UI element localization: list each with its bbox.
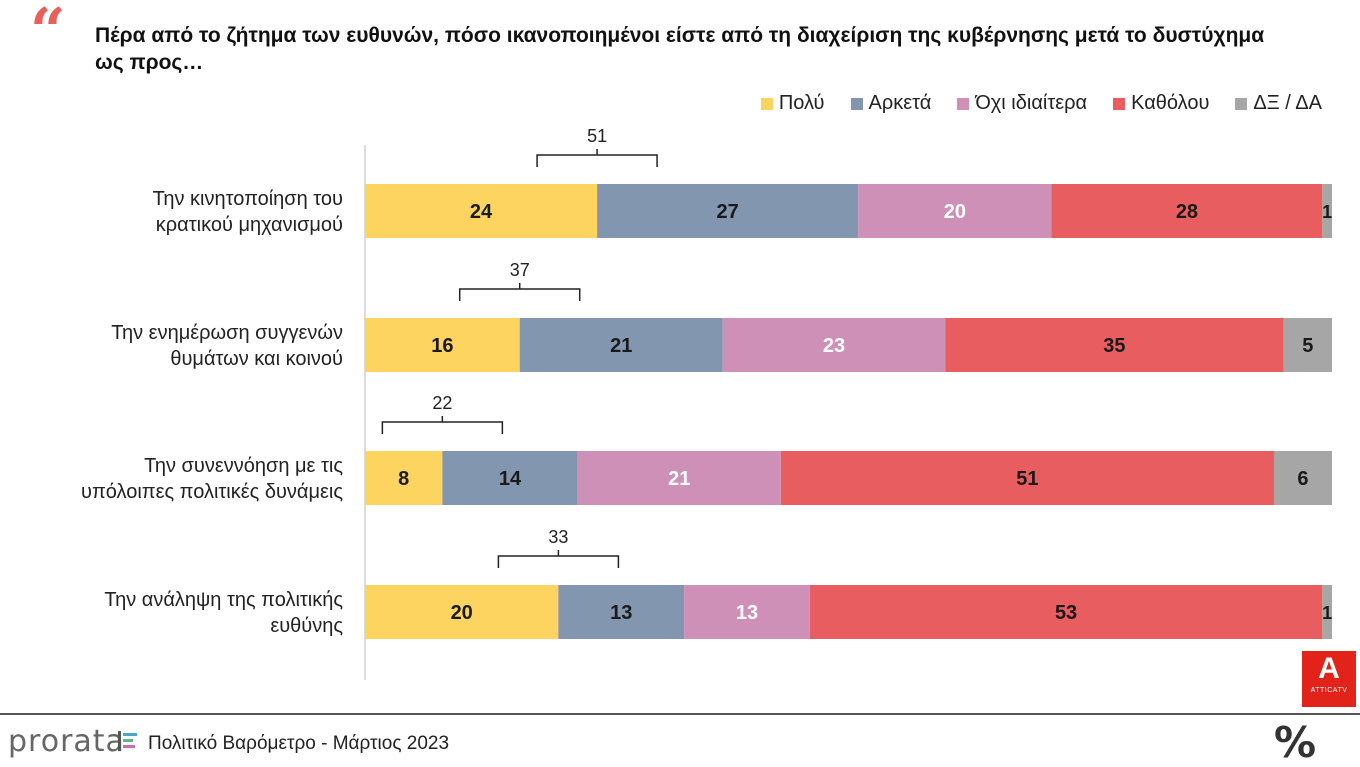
bar-segment (780, 451, 1274, 505)
data-label: 20 (451, 602, 473, 624)
bar-segment (365, 451, 443, 505)
tv-logo-letter: A (1318, 652, 1340, 685)
bar-segment (442, 451, 578, 505)
data-label: 20 (944, 201, 966, 223)
data-label: 1 (1322, 603, 1332, 623)
category-label: Την ενημέρωση συγγενών θυμάτων και κοινού (111, 322, 343, 370)
bar-segment (1283, 318, 1332, 372)
legend-label: Πολύ (778, 92, 825, 114)
bar-segment (577, 451, 781, 505)
legend-label: Όχι ιδιαίτερα (975, 92, 1088, 114)
bar-segment (365, 184, 598, 238)
bar-segment (858, 184, 1052, 238)
data-label: 13 (736, 602, 758, 624)
footer-divider (0, 713, 1360, 715)
category-label-line: Την ενημέρωση συγγενών (111, 322, 343, 344)
legend-swatch (957, 97, 970, 110)
legend-swatch (1235, 97, 1248, 110)
data-label: 53 (1055, 602, 1077, 624)
category-label-line: Την ανάληψη της πολιτικής (104, 589, 343, 611)
bracket-total: 51 (587, 126, 607, 146)
category-label-line: υπόλοιπες πολιτικές δυνάμεις (81, 481, 343, 503)
bar-segment (1322, 585, 1332, 639)
bracket-total: 22 (432, 393, 452, 413)
data-label: 13 (610, 602, 632, 624)
bar-segment (1273, 451, 1332, 505)
data-label: 21 (610, 335, 632, 357)
data-label: 8 (398, 468, 409, 490)
bracket (381, 421, 504, 434)
data-label: 35 (1103, 335, 1125, 357)
bracket-total: 37 (510, 260, 530, 280)
percent-logo: % (1274, 718, 1317, 767)
data-label: 28 (1176, 201, 1198, 223)
legend-item-arketa: Αρκετά (850, 92, 932, 115)
bar-segment (365, 318, 520, 372)
bar-segment (684, 585, 810, 639)
category-label-line: θυμάτων και κοινού (170, 348, 343, 370)
category-label-line: Την συνεννόηση με τις (144, 455, 343, 477)
stacked-bar-chart: Την κινητοποίηση του κρατικού μηχανισμού 2… (81, 126, 1332, 680)
data-label: 5 (1302, 335, 1313, 357)
quote-icon: “ (30, 0, 66, 67)
bar-segment (365, 585, 559, 639)
legend-label: Καθόλου (1131, 92, 1210, 114)
legend-label: ΔΞ / ΔΑ (1253, 92, 1322, 114)
bar-segment (1322, 184, 1332, 238)
data-label: 27 (717, 201, 739, 223)
category-label-line: Την κινητοποίηση του (153, 188, 343, 210)
category-label: Την ανάληψη της πολιτικής ευθύνης (104, 589, 343, 637)
bar-segment (945, 318, 1284, 372)
data-label: 51 (1016, 468, 1038, 490)
bar-segment (722, 318, 946, 372)
data-label: 24 (470, 201, 493, 223)
chart-title: Πέρα από το ζήτημα των ευθυνών, πόσο ικα… (95, 24, 1265, 74)
category-label: Την συνεννόηση με τις υπόλοιπες πολιτικές… (81, 455, 343, 503)
data-label: 16 (431, 335, 453, 357)
bracket (458, 288, 581, 301)
legend: Πολύ Αρκετά Όχι ιδιαίτερα Καθόλου ΔΞ / Δ… (760, 92, 1322, 115)
bar-segment (1051, 184, 1323, 238)
prorata-logo: prorata (8, 724, 125, 759)
category-label: Την κινητοποίηση του κρατικού μηχανισμού (153, 188, 343, 236)
tv-logo-text: ATTICATV (1310, 687, 1348, 694)
footer-caption: Πολιτικό Βαρόμετρο - Μάρτιος 2023 (148, 733, 450, 754)
bracket (536, 154, 658, 167)
legend-item-polu: Πολύ (760, 92, 825, 115)
data-label: 21 (668, 468, 690, 490)
attica-tv-logo: A ATTICATV (1302, 651, 1356, 707)
bracket (497, 555, 620, 568)
legend-swatch (850, 97, 863, 110)
bars-icon (118, 731, 137, 751)
data-label: 6 (1297, 468, 1308, 490)
bar-segment (597, 184, 859, 238)
legend-item-dxda: ΔΞ / ΔΑ (1235, 92, 1322, 115)
bar-segment (519, 318, 723, 372)
category-label-line: κρατικού μηχανισμού (156, 214, 343, 236)
bar-segment (809, 585, 1323, 639)
legend-swatch (760, 97, 773, 110)
legend-swatch (1113, 97, 1126, 110)
bracket-total: 33 (548, 527, 568, 547)
data-label: 23 (823, 335, 845, 357)
data-label: 14 (499, 468, 522, 490)
data-label: 1 (1322, 202, 1332, 222)
bar-segment (558, 585, 685, 639)
legend-label: Αρκετά (868, 92, 932, 114)
legend-item-oxi: Όχι ιδιαίτερα (957, 92, 1087, 115)
legend-item-katholou: Καθόλου (1113, 92, 1209, 115)
category-label-line: ευθύνης (270, 615, 343, 637)
